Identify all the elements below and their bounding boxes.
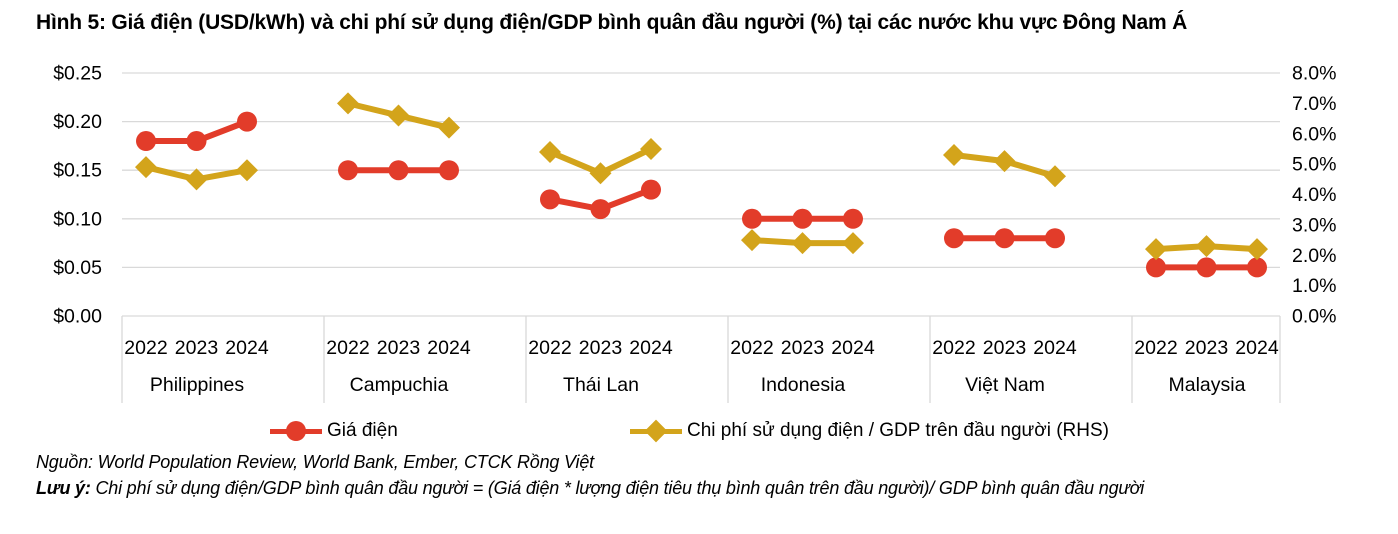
legend: Giá điện Chi phí sử dụng điện / GDP trên… [0,414,1398,448]
data-point-circle [1045,228,1065,249]
legend-label: Chi phí sử dụng điện / GDP trên đầu ngườ… [687,420,1109,441]
chart-title: Hình 5: Giá điện (USD/kWh) và chi phí sử… [36,11,1188,34]
data-point-circle [136,131,156,152]
legend-item-chi-phi: Chi phí sử dụng điện / GDP trên đầu ngườ… [630,414,1109,448]
data-point-diamond [589,162,612,185]
year-tick-label: 2024 [1033,337,1077,359]
year-tick-label: 2022 [1134,337,1177,359]
data-point-diamond [337,92,359,115]
data-point-circle [742,208,762,229]
data-point-circle [641,179,661,200]
year-tick-label: 2022 [528,337,571,359]
data-point-circle [1196,257,1217,278]
left-axis-tick-label: $0.15 [53,160,102,182]
data-point-diamond [438,116,460,139]
country-label: Philippines [150,374,245,396]
data-point-circle [540,189,560,210]
chart-canvas: $0.00 $0.05 $0.10 $0.15 $0.20 $0.25 0.0% 1.0% 2.… [53,63,1336,403]
country-label: Thái Lan [563,374,639,396]
data-point-diamond [1195,235,1218,258]
right-axis-tick-label: 1.0% [1292,275,1336,297]
data-point-diamond [741,229,763,252]
data-point-diamond [842,232,864,255]
data-point-diamond [1246,238,1268,261]
data-point-circle [1146,257,1166,278]
legend-item-gia-dien: Giá điện [270,414,398,448]
year-tick-label: 2024 [629,337,673,359]
data-point-circle [439,160,459,181]
chart-area: $0.00 $0.05 $0.10 $0.15 $0.20 $0.25 0.0% 1.0% 2.… [0,58,1398,410]
data-point-diamond [640,137,662,160]
data-point-circle [186,131,207,152]
year-tick-label: 2024 [831,337,875,359]
country-label: Indonesia [761,374,846,396]
data-point-diamond [791,232,814,255]
data-point-diamond [539,140,561,163]
data-point-diamond [993,150,1016,173]
data-point-circle [792,208,813,229]
gold-diamond-marker-icon [630,419,682,443]
right-axis-tick-label: 2.0% [1292,245,1336,267]
data-point-circle [944,228,964,249]
data-point-circle [994,228,1015,249]
remark-text: Chi phí sử dụng điện/GDP bình quân đầu n… [90,478,1145,498]
source-text: World Population Review, World Bank, Emb… [92,452,594,472]
data-point-diamond [236,159,258,182]
remark-note: Lưu ý: Chi phí sử dụng điện/GDP bình quâ… [36,478,1376,499]
right-axis-tick-label: 0.0% [1292,306,1336,328]
year-tick-label: 2023 [781,337,824,359]
year-tick-label: 2023 [175,337,218,359]
data-point-diamond [185,168,208,191]
data-point-diamond [135,156,157,179]
year-tick-label: 2023 [377,337,420,359]
year-tick-label: 2022 [730,337,773,359]
left-axis-tick-label: $0.20 [53,111,102,133]
left-axis-tick-label: $0.10 [53,208,102,230]
data-point-circle [1247,257,1267,278]
year-tick-label: 2024 [1235,337,1279,359]
legend-label: Giá điện [327,420,398,441]
data-point-diamond [1044,165,1066,188]
year-tick-label: 2024 [225,337,269,359]
year-tick-label: 2022 [326,337,369,359]
data-point-diamond [387,104,410,127]
right-axis-tick-label: 4.0% [1292,184,1336,206]
country-label: Malaysia [1169,374,1246,396]
data-point-circle [843,208,863,229]
right-axis-tick-label: 7.0% [1292,93,1336,115]
country-label: Campuchia [350,374,449,396]
left-axis-tick-label: $0.25 [53,63,102,85]
data-point-diamond [1145,238,1167,261]
year-tick-label: 2023 [1185,337,1228,359]
right-axis-tick-label: 6.0% [1292,123,1336,145]
left-axis-tick-label: $0.00 [53,306,102,328]
year-tick-label: 2022 [124,337,167,359]
data-point-circle [338,160,358,181]
source-note: Nguồn: World Population Review, World Ba… [36,452,1376,473]
data-point-diamond [943,144,965,167]
year-tick-label: 2024 [427,337,471,359]
data-point-circle [388,160,409,181]
right-axis-tick-label: 8.0% [1292,63,1336,85]
data-point-circle [590,199,611,220]
remark-label: Lưu ý: [36,478,91,498]
year-tick-label: 2023 [983,337,1026,359]
right-axis-tick-label: 5.0% [1292,154,1336,176]
source-label: Nguồn: [36,452,93,472]
year-tick-label: 2023 [579,337,622,359]
red-circle-marker-icon [270,419,322,443]
data-point-circle [237,111,257,132]
year-tick-label: 2022 [932,337,975,359]
left-axis-tick-label: $0.05 [53,257,102,279]
country-label: Việt Nam [965,374,1045,396]
right-axis-tick-label: 3.0% [1292,214,1336,236]
